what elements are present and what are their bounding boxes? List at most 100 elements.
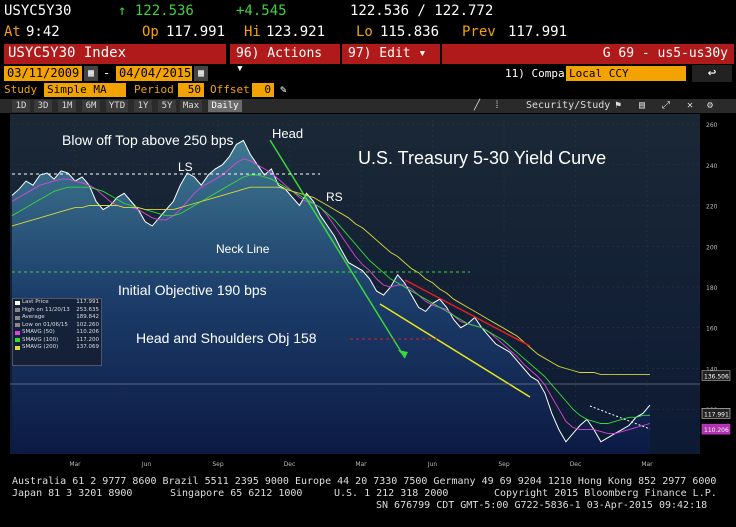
range-5y-button[interactable]: 5Y — [158, 100, 176, 112]
legend-swatch — [15, 308, 20, 312]
range-3d-button[interactable]: 3D — [34, 100, 52, 112]
price-flag — [701, 423, 731, 435]
range-1m-button[interactable]: 1M — [58, 100, 76, 112]
footer-session: SN 676799 CDT GMT-5:00 G722-5836-1 03-Ap… — [376, 500, 708, 511]
range-toolbar: 1D 3D 1M 6M YTD 1Y 5Y Max Daily ▾ ╱ ⁞ Se… — [0, 99, 736, 123]
footer-us: U.S. 1 212 318 2000 — [334, 488, 449, 499]
link-icon[interactable]: ✕ — [686, 100, 694, 111]
y-tick-label: 220 — [706, 204, 718, 211]
footer-phones-line1: Australia 61 2 9777 8600 Brazil 5511 239… — [12, 476, 717, 487]
price-flag-label: 110.206 — [704, 427, 729, 434]
line-chart-icon[interactable]: ╱ — [473, 100, 481, 111]
y-tick-label: 160 — [706, 326, 718, 333]
legend-swatch — [15, 323, 20, 327]
legend-label: SMAVG (50) — [22, 329, 55, 335]
range-ytd-button[interactable]: YTD — [106, 100, 128, 112]
pencil-icon[interactable]: ✎ — [280, 83, 287, 96]
offset-field[interactable]: 0 — [252, 83, 274, 97]
x-tick-label: Mar — [641, 461, 653, 468]
high-value: 123.921 — [266, 24, 326, 40]
recent-trend-line — [589, 405, 651, 430]
open-label: Op — [142, 24, 159, 40]
settings-icon[interactable]: ⚙ — [706, 100, 714, 111]
trend-line-yellow — [379, 303, 531, 398]
start-date-field[interactable]: 03/11/2009 — [4, 66, 82, 81]
annotation-right-shoulder: RS — [326, 190, 343, 204]
footer: Australia 61 2 9777 8600 Brazil 5511 239… — [0, 476, 736, 527]
legend-label: High on 11/20/13 — [22, 306, 70, 313]
series-lines — [11, 139, 651, 443]
x-tick-label: Dec — [284, 461, 296, 468]
prev-label: Prev — [462, 24, 496, 40]
footer-singapore: Singapore 65 6212 1000 — [170, 488, 303, 499]
footer-copyright: Copyright 2015 Bloomberg Finance L.P. — [494, 488, 717, 499]
end-date-field[interactable]: 04/04/2015 — [116, 66, 192, 81]
range-1y-button[interactable]: 1Y — [134, 100, 152, 112]
x-tick-label: Jun — [141, 461, 152, 468]
calendar-icon[interactable]: ▦ — [84, 66, 98, 81]
study-label: Study — [4, 83, 38, 96]
edit-menu-button[interactable]: 97) Edit ▾ — [342, 44, 440, 64]
flag-icon[interactable]: ⚑ — [614, 100, 622, 111]
price-area — [12, 140, 650, 454]
calendar-icon[interactable]: ▦ — [194, 66, 208, 81]
legend-label: SMAVG (100) — [22, 336, 59, 343]
quote-header: USYC5Y30 ↑ 122.536 +4.545 122.536 / 122.… — [0, 0, 736, 22]
ticker: USYC5Y30 — [4, 3, 72, 19]
security-study-button[interactable]: Security/Study — [526, 100, 611, 111]
low-label: Lo — [356, 24, 373, 40]
price-flag — [701, 408, 731, 419]
x-axis: MarJunSepDecMarJunSepDecMar1220132014201… — [69, 461, 653, 468]
low-value: 115.836 — [380, 24, 440, 40]
study-select[interactable]: Simple MA — [44, 83, 126, 97]
series-line-smavg-100- — [11, 174, 650, 424]
quote-time: 9:42 — [26, 24, 60, 40]
zoom-icon[interactable]: ⤢ — [662, 100, 670, 111]
index-name: USYC5Y30 Index — [4, 44, 226, 64]
legend-average: Average 189.842 — [13, 314, 101, 322]
legend-smavg-100: SMAVG (100) 117.200 — [13, 337, 101, 345]
net-change: +4.545 — [236, 3, 287, 19]
annotation-hs-objective: Head and Shoulders Obj 158 — [136, 330, 317, 346]
legend-value: 137.069 — [76, 344, 99, 350]
legend-low: Low on 01/06/15 102.260 — [13, 322, 101, 330]
at-label: At — [4, 24, 21, 40]
legend-value: 110.206 — [76, 329, 99, 335]
back-icon[interactable]: ↩ — [692, 65, 732, 82]
y-tick-label: 240 — [706, 163, 718, 170]
date-range-bar: 03/11/2009 ▦ - 04/04/2015 ▦ 11) Compare … — [0, 65, 736, 83]
legend-value: 189.842 — [76, 314, 99, 320]
last-price: ↑ 122.536 — [118, 3, 194, 19]
range-6m-button[interactable]: 6M — [82, 100, 100, 112]
range-max-button[interactable]: Max — [180, 100, 202, 112]
open-value: 117.991 — [166, 24, 226, 40]
legend-value: 117.991 — [76, 299, 99, 305]
annotation-neck-line: Neck Line — [216, 242, 270, 256]
y-tick-label: 200 — [706, 244, 718, 251]
legend-label: Average — [22, 314, 45, 320]
bar-chart-icon[interactable]: ⁞ — [493, 100, 500, 111]
legend-swatch — [15, 345, 20, 350]
chart-id: G 69 - us5-us30y — [442, 44, 734, 64]
y-tick-label: 260 — [706, 122, 718, 129]
legend-swatch — [15, 315, 20, 320]
y-axis: 260240220200180160140120136.506117.99111… — [701, 122, 731, 435]
footer-japan: Japan 81 3 3201 8900 — [12, 488, 133, 499]
period-field[interactable]: 50 — [178, 83, 204, 97]
prev-value: 117.991 — [508, 24, 568, 40]
price-chart: 260240220200180160140120136.506117.99111… — [0, 114, 736, 470]
legend-high: High on 11/20/13 253.635 — [13, 307, 101, 315]
compare-label: 11) Compare — [505, 67, 578, 80]
legend-label: Low on 01/06/15 — [22, 321, 68, 328]
annotation-objective: Initial Objective 190 bps — [118, 282, 267, 298]
actions-menu-button[interactable]: 96) Actions ▾ — [230, 44, 340, 76]
frequency-select[interactable]: Daily ▾ — [208, 100, 242, 123]
legend-label: Last Price — [22, 299, 49, 305]
x-tick-label: Sep — [498, 461, 510, 468]
chart-canvas: 260240220200180160140120136.506117.99111… — [10, 114, 731, 468]
range-1d-button[interactable]: 1D — [12, 100, 30, 112]
legend-value: 253.635 — [76, 306, 99, 313]
annotation-icon[interactable]: ▤ — [638, 100, 646, 111]
trend-line-red — [404, 279, 531, 347]
compare-select[interactable]: Local CCY — [566, 66, 686, 81]
